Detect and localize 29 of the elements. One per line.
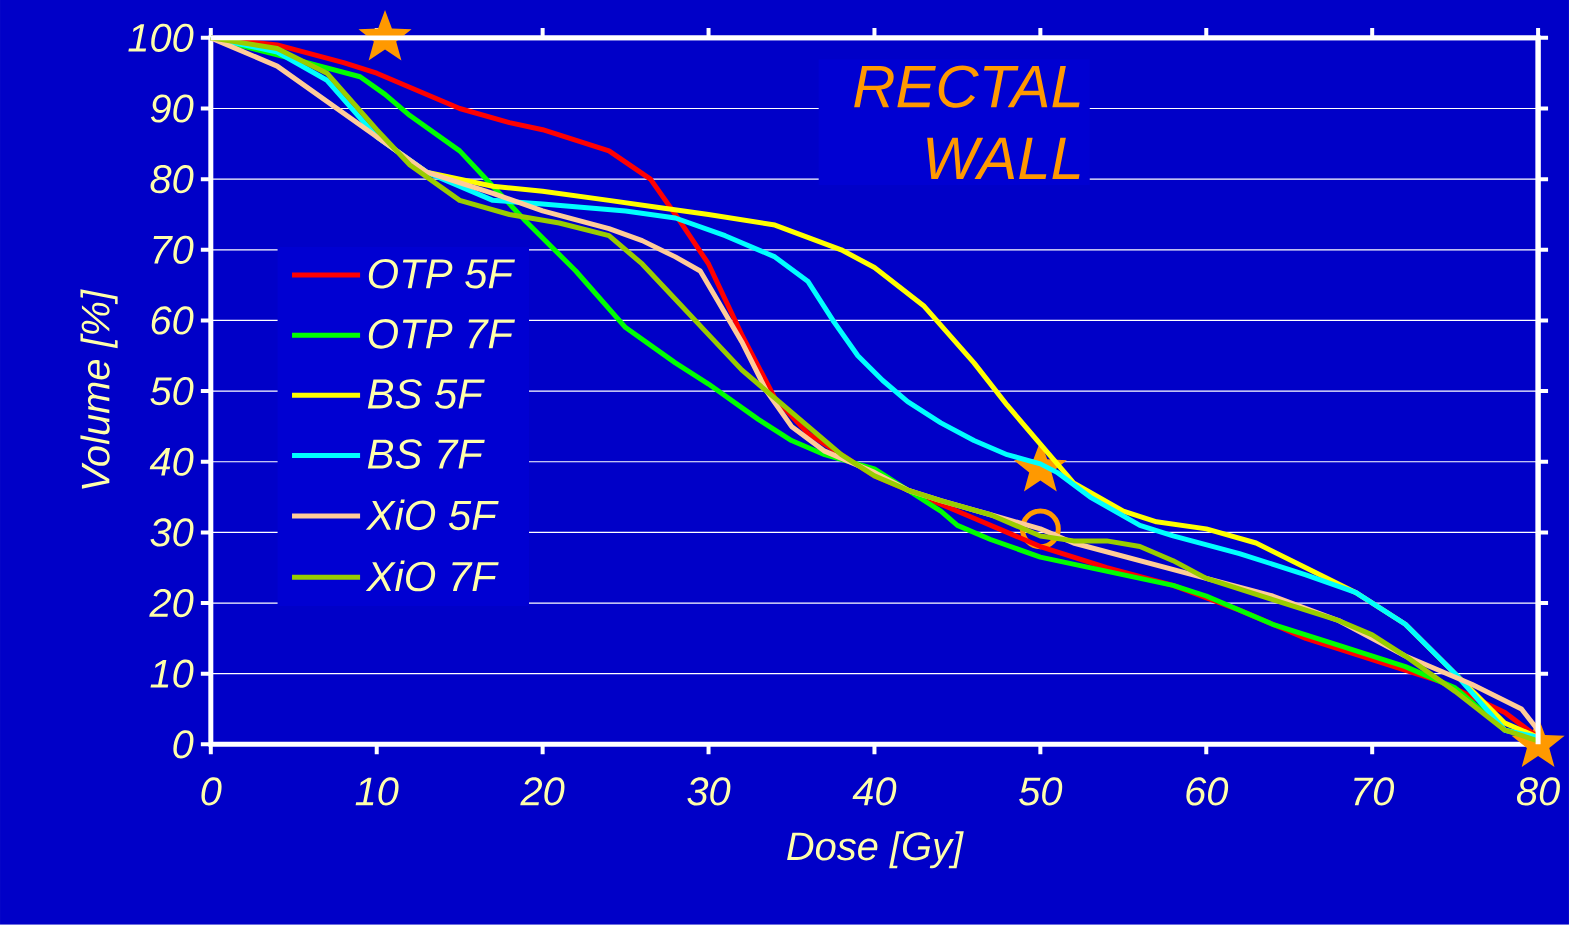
legend-label: BS 7F bbox=[367, 439, 485, 470]
legend-label: XiO 5F bbox=[365, 499, 499, 531]
x-tick-label: 60 bbox=[1186, 777, 1229, 806]
legend-label: OTP 5F bbox=[368, 259, 515, 289]
y-tick-label: 10 bbox=[150, 659, 194, 688]
y-tick-label: 80 bbox=[150, 165, 194, 194]
x-axis-title: Dose [Gy] bbox=[787, 831, 964, 869]
legend-label: XiO 7F bbox=[365, 560, 499, 592]
x-tick-label: 70 bbox=[1354, 777, 1395, 806]
x-tick-label: 20 bbox=[520, 777, 565, 806]
y-tick-label: 90 bbox=[150, 94, 194, 123]
x-tick-label: 10 bbox=[355, 777, 399, 806]
x-tick-label: 80 bbox=[1516, 777, 1560, 806]
y-tick-label: 0 bbox=[173, 730, 194, 759]
x-tick-label: 0 bbox=[201, 777, 222, 806]
y-tick-label: 30 bbox=[150, 518, 194, 547]
y-axis-title: Volume [%] bbox=[80, 289, 118, 489]
y-tick-label: 50 bbox=[150, 377, 194, 406]
y-tick-label: 70 bbox=[153, 235, 194, 265]
y-tick-label: 20 bbox=[149, 589, 194, 618]
x-tick-label: 30 bbox=[687, 777, 731, 806]
legend-label: OTP 7F bbox=[368, 319, 515, 349]
y-tick-label: 100 bbox=[128, 23, 194, 53]
y-tick-label: 40 bbox=[149, 447, 194, 476]
y-tick-label: 60 bbox=[151, 306, 194, 335]
x-tick-label: 50 bbox=[1019, 777, 1063, 806]
legend-label: BS 5F bbox=[367, 379, 485, 409]
x-tick-label: 40 bbox=[852, 777, 897, 806]
text: RECTAL WALL bbox=[854, 65, 1080, 180]
